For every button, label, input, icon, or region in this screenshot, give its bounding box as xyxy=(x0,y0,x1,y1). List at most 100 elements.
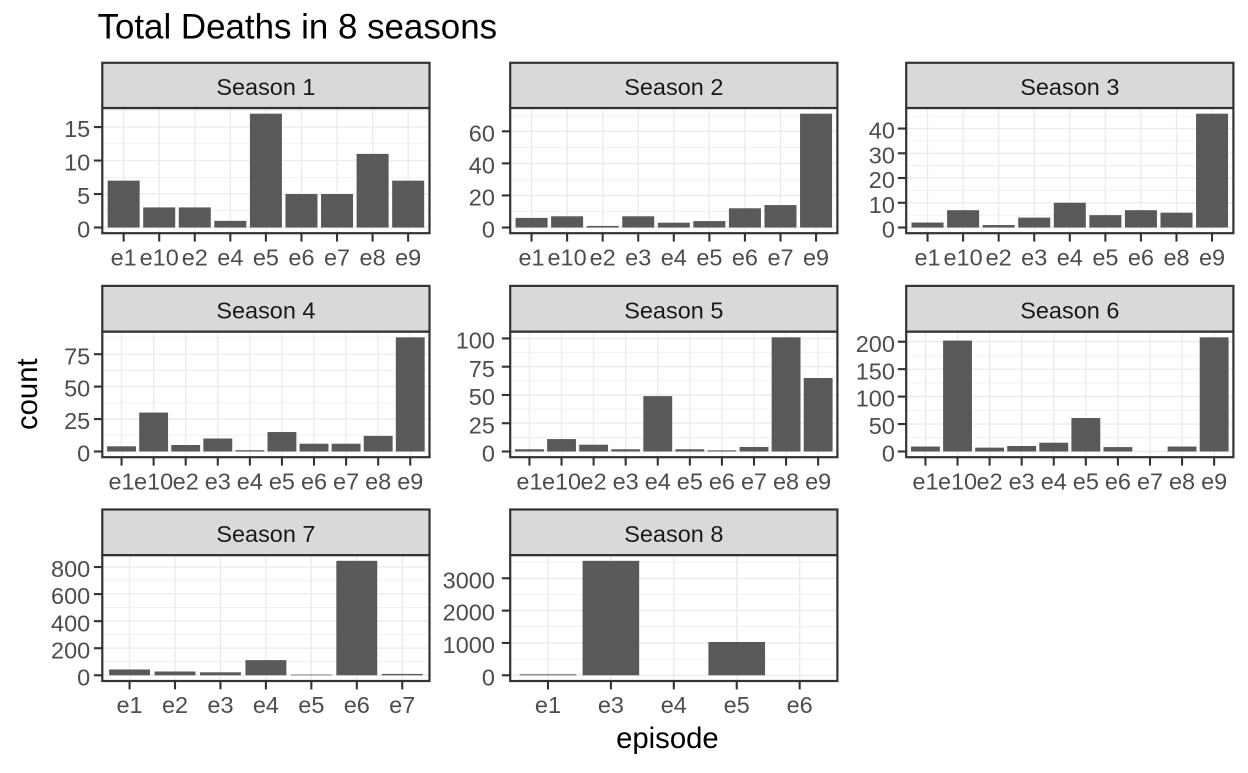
svg-text:0: 0 xyxy=(882,441,895,467)
svg-text:200: 200 xyxy=(51,637,90,663)
svg-text:count: count xyxy=(11,358,44,430)
svg-text:e4: e4 xyxy=(661,244,687,270)
svg-text:e8: e8 xyxy=(1163,244,1189,270)
svg-text:e6: e6 xyxy=(732,244,758,270)
svg-text:Season 2: Season 2 xyxy=(624,74,723,100)
svg-text:100: 100 xyxy=(456,328,495,354)
svg-text:e3: e3 xyxy=(598,692,624,718)
svg-text:50: 50 xyxy=(64,376,90,402)
svg-text:e7: e7 xyxy=(741,468,767,494)
svg-text:e5: e5 xyxy=(724,692,750,718)
svg-text:0: 0 xyxy=(482,441,495,467)
svg-text:100: 100 xyxy=(856,386,895,412)
svg-text:e5: e5 xyxy=(696,244,722,270)
svg-text:e1: e1 xyxy=(108,468,134,494)
svg-text:e9: e9 xyxy=(1201,468,1227,494)
svg-text:e10: e10 xyxy=(140,244,179,270)
svg-text:3000: 3000 xyxy=(443,567,495,593)
svg-text:e9: e9 xyxy=(805,468,831,494)
svg-text:e9: e9 xyxy=(397,468,423,494)
svg-text:e4: e4 xyxy=(1041,468,1067,494)
svg-text:20: 20 xyxy=(869,167,895,193)
svg-text:15: 15 xyxy=(64,116,90,142)
svg-text:e1: e1 xyxy=(111,244,137,270)
svg-text:10: 10 xyxy=(869,192,895,218)
svg-text:e5: e5 xyxy=(269,468,295,494)
svg-text:e5: e5 xyxy=(1092,244,1118,270)
svg-text:e10: e10 xyxy=(542,468,581,494)
svg-text:0: 0 xyxy=(77,664,90,690)
svg-text:e4: e4 xyxy=(645,468,671,494)
svg-text:e6: e6 xyxy=(1128,244,1154,270)
svg-text:50: 50 xyxy=(469,384,495,410)
svg-text:150: 150 xyxy=(856,358,895,384)
svg-text:e7: e7 xyxy=(1137,468,1163,494)
svg-text:0: 0 xyxy=(482,217,495,243)
svg-text:e1: e1 xyxy=(535,692,561,718)
svg-text:e9: e9 xyxy=(395,244,421,270)
svg-text:40: 40 xyxy=(469,152,495,178)
svg-text:e7: e7 xyxy=(767,244,793,270)
svg-text:25: 25 xyxy=(64,408,90,434)
svg-text:e7: e7 xyxy=(333,468,359,494)
svg-text:e9: e9 xyxy=(1199,244,1225,270)
svg-text:400: 400 xyxy=(51,610,90,636)
svg-text:e3: e3 xyxy=(613,468,639,494)
svg-text:e10: e10 xyxy=(134,468,173,494)
svg-text:1000: 1000 xyxy=(443,632,495,658)
svg-text:Season 4: Season 4 xyxy=(216,298,315,324)
svg-text:e10: e10 xyxy=(548,244,587,270)
svg-text:e8: e8 xyxy=(773,468,799,494)
svg-text:e5: e5 xyxy=(1073,468,1099,494)
svg-text:600: 600 xyxy=(51,583,90,609)
svg-text:e4: e4 xyxy=(1057,244,1083,270)
svg-text:e3: e3 xyxy=(207,692,233,718)
svg-text:40: 40 xyxy=(869,118,895,144)
svg-text:e5: e5 xyxy=(253,244,279,270)
svg-text:e10: e10 xyxy=(944,244,983,270)
svg-text:e8: e8 xyxy=(1169,468,1195,494)
svg-text:Season 3: Season 3 xyxy=(1020,74,1119,100)
svg-text:60: 60 xyxy=(469,120,495,146)
svg-text:e9: e9 xyxy=(803,244,829,270)
svg-text:e2: e2 xyxy=(986,244,1012,270)
svg-text:5: 5 xyxy=(77,183,90,209)
svg-text:e6: e6 xyxy=(301,468,327,494)
svg-text:e2: e2 xyxy=(162,692,188,718)
svg-text:e4: e4 xyxy=(237,468,263,494)
svg-text:800: 800 xyxy=(51,556,90,582)
svg-text:e4: e4 xyxy=(661,692,687,718)
svg-text:e5: e5 xyxy=(677,468,703,494)
svg-text:e4: e4 xyxy=(217,244,243,270)
svg-text:e6: e6 xyxy=(787,692,813,718)
svg-text:e1: e1 xyxy=(914,244,940,270)
svg-text:0: 0 xyxy=(77,217,90,243)
svg-text:e7: e7 xyxy=(389,692,415,718)
svg-text:e1: e1 xyxy=(117,692,143,718)
svg-text:e8: e8 xyxy=(360,244,386,270)
svg-text:e7: e7 xyxy=(324,244,350,270)
svg-text:e1: e1 xyxy=(912,468,938,494)
svg-text:Total Deaths in 8 seasons: Total Deaths in 8 seasons xyxy=(98,8,498,47)
svg-text:e8: e8 xyxy=(365,468,391,494)
svg-text:50: 50 xyxy=(869,413,895,439)
svg-text:e1: e1 xyxy=(516,468,542,494)
svg-text:e2: e2 xyxy=(581,468,607,494)
svg-text:0: 0 xyxy=(882,217,895,243)
svg-text:25: 25 xyxy=(469,412,495,438)
svg-text:e6: e6 xyxy=(709,468,735,494)
svg-text:200: 200 xyxy=(856,331,895,357)
svg-text:e4: e4 xyxy=(253,692,279,718)
svg-text:e3: e3 xyxy=(625,244,651,270)
svg-text:Season 8: Season 8 xyxy=(624,521,723,547)
svg-text:e3: e3 xyxy=(205,468,231,494)
svg-text:0: 0 xyxy=(77,441,90,467)
svg-text:Season 6: Season 6 xyxy=(1020,298,1119,324)
svg-text:e2: e2 xyxy=(182,244,208,270)
svg-text:e5: e5 xyxy=(298,692,324,718)
svg-text:75: 75 xyxy=(469,356,495,382)
svg-text:e2: e2 xyxy=(173,468,199,494)
svg-text:0: 0 xyxy=(482,664,495,690)
svg-text:e1: e1 xyxy=(518,244,544,270)
svg-text:e2: e2 xyxy=(977,468,1003,494)
